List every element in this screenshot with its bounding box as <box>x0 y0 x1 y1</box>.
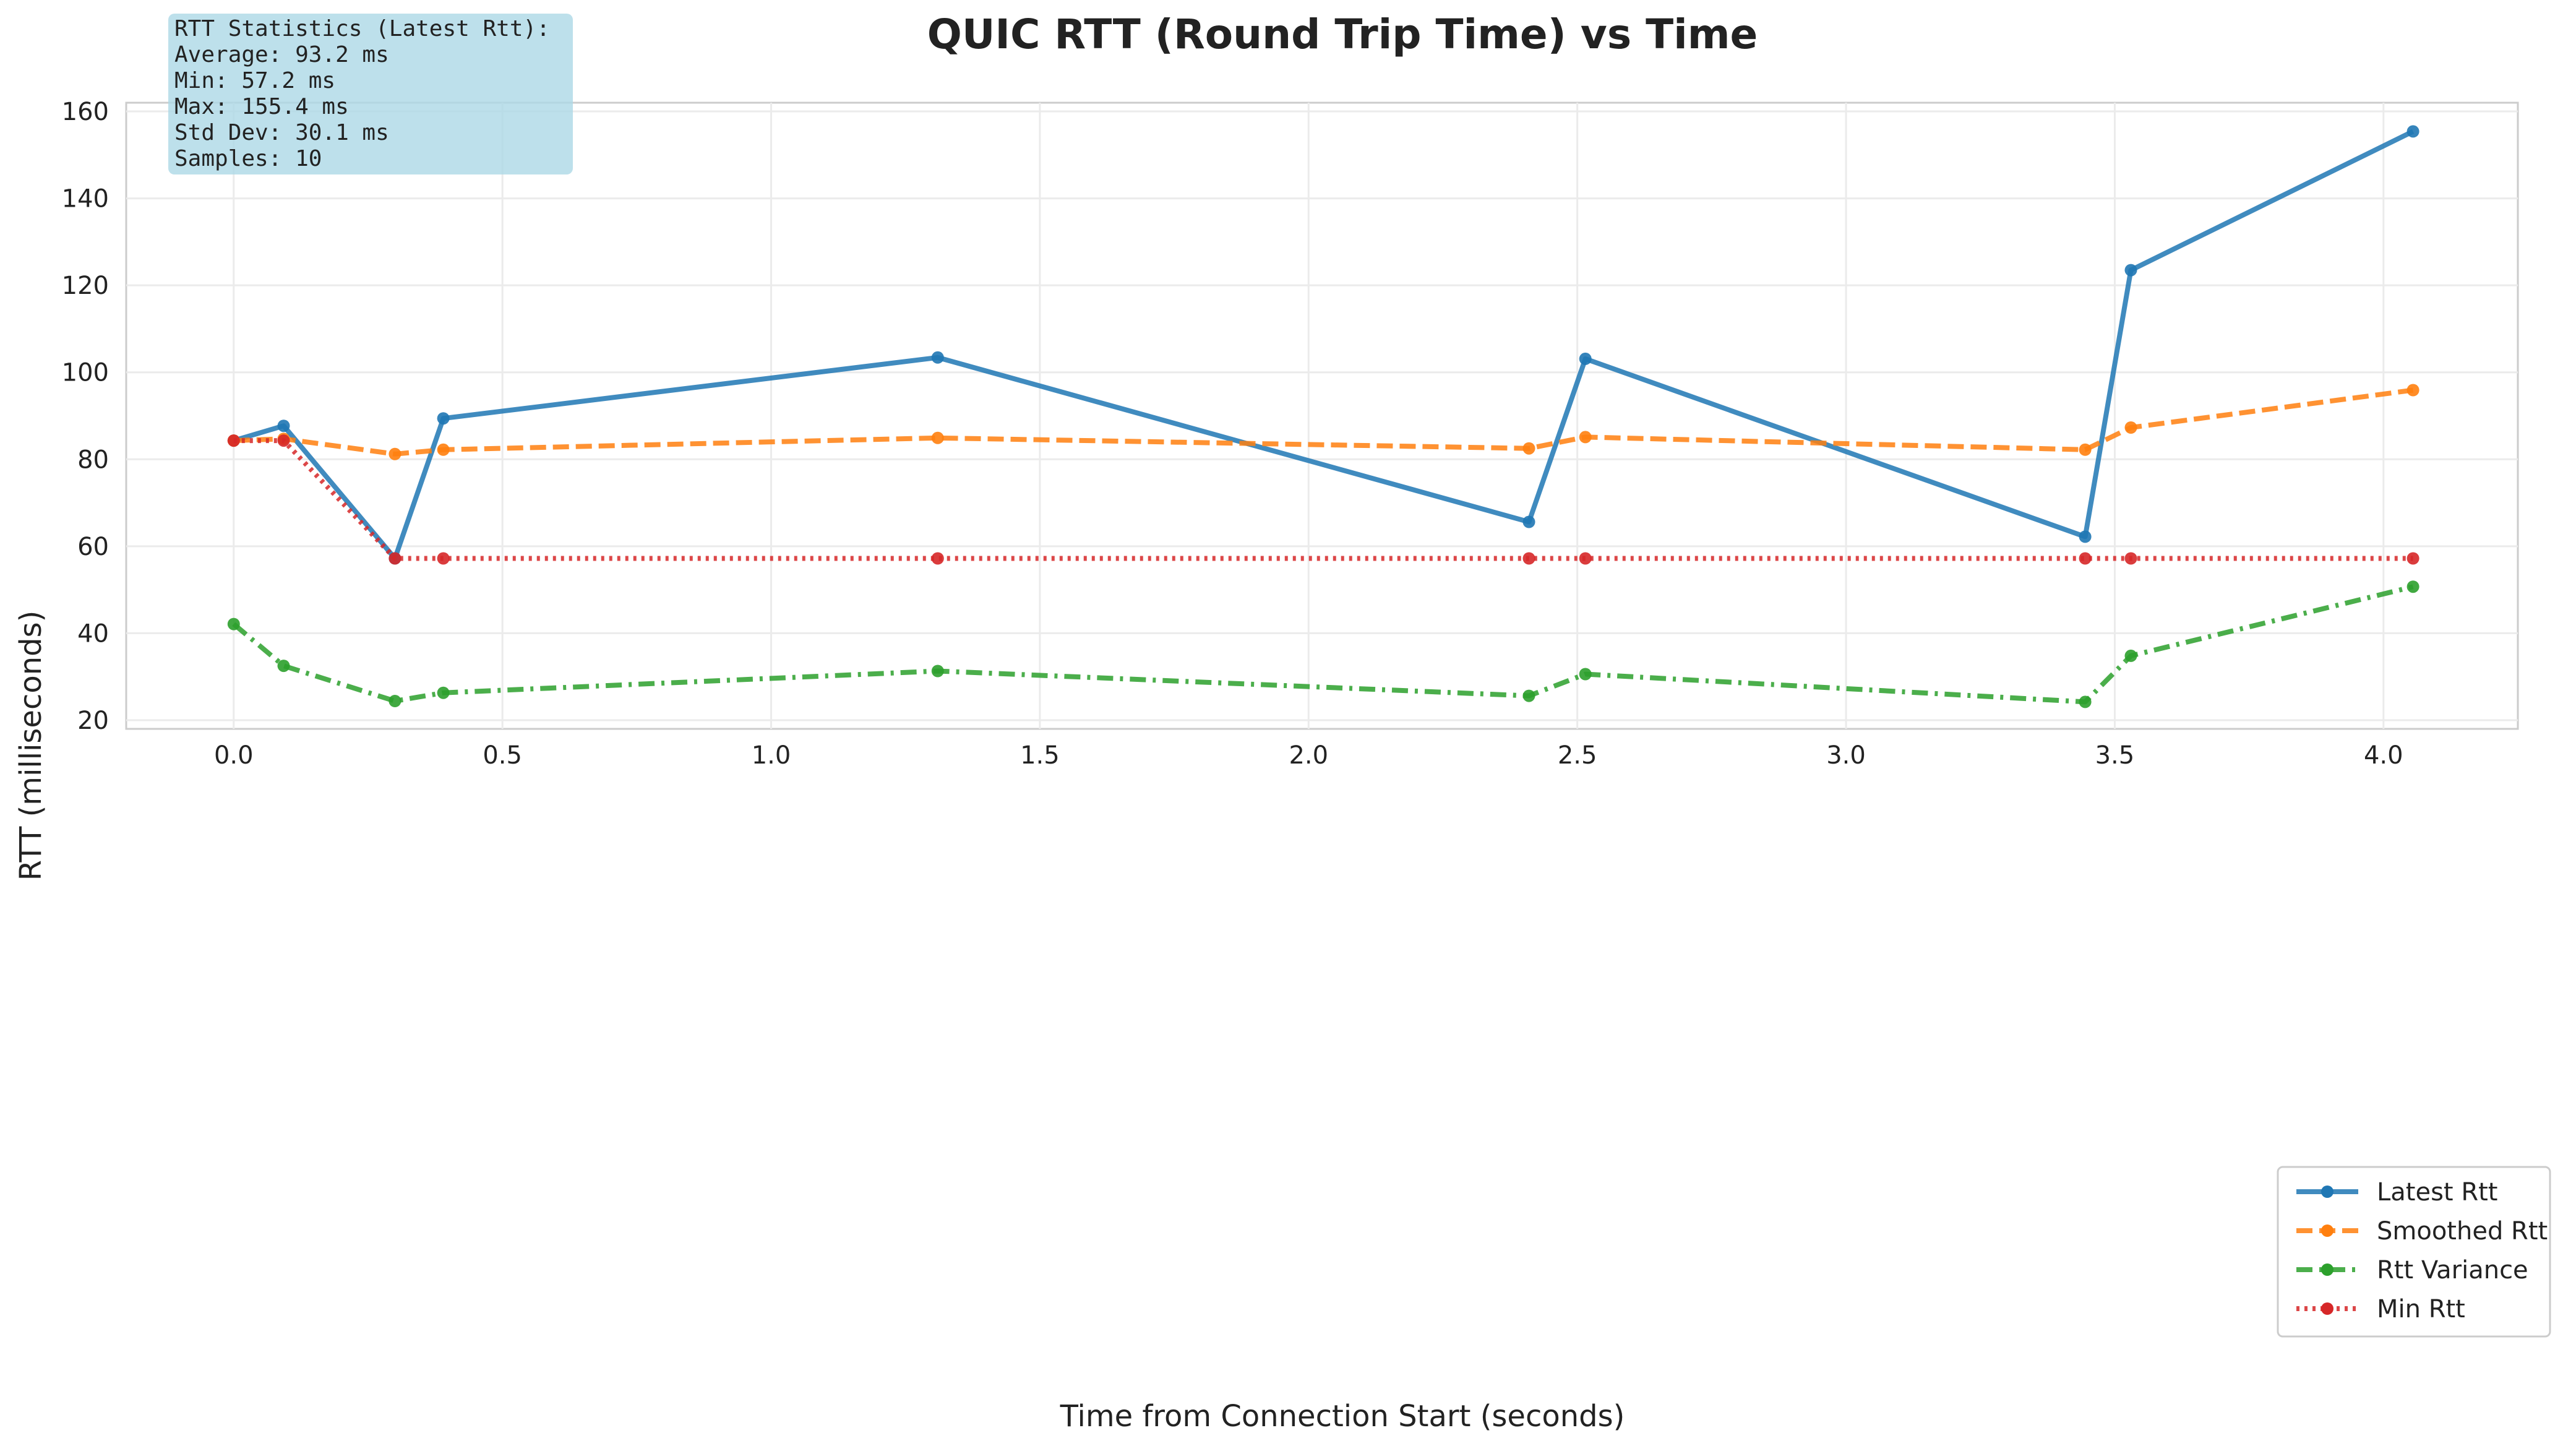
grid <box>126 103 2518 729</box>
series-layer <box>227 125 2419 708</box>
data-point <box>2406 552 2419 565</box>
data-point <box>2079 552 2092 565</box>
stats-line-samples: Samples: 10 <box>174 146 322 171</box>
data-point <box>1522 689 1535 702</box>
series-group <box>227 434 2419 565</box>
data-point <box>2124 264 2137 277</box>
legend-swatch-marker <box>2321 1224 2333 1237</box>
series-line <box>233 438 2413 561</box>
series-group <box>227 580 2419 708</box>
y-tick-label: 60 <box>77 533 109 561</box>
data-point <box>2079 443 2092 456</box>
x-tick-label: 4.0 <box>2364 741 2403 770</box>
legend: Latest Rtt Smoothed Rtt Rtt Variance Min Rt… <box>2277 1166 2551 1338</box>
y-tick-label: 140 <box>62 185 109 213</box>
data-point <box>931 431 944 444</box>
y-tick-label: 100 <box>62 359 109 387</box>
y-tick-label: 160 <box>62 98 109 126</box>
data-point <box>2124 421 2137 434</box>
stats-line-max: Max: 155.4 ms <box>174 94 349 119</box>
data-point <box>1579 552 1592 565</box>
stats-line-average: Average: 93.2 ms <box>174 42 389 67</box>
data-point <box>2406 580 2419 593</box>
stats-line-title: RTT Statistics (Latest Rtt): <box>174 16 550 41</box>
data-point <box>389 552 401 565</box>
series-line <box>232 584 2414 705</box>
legend-label: Rtt Variance <box>2377 1256 2528 1285</box>
data-point <box>437 412 450 425</box>
data-point <box>1579 668 1592 681</box>
x-tick-label: 2.5 <box>1558 741 1597 770</box>
x-tick-label: 0.0 <box>214 741 254 770</box>
data-point <box>931 665 944 678</box>
stats-line-std-dev: Std Dev: 30.1 ms <box>174 120 389 145</box>
tick-labels: 0.0 0.5 1.0 1.5 2.0 2.5 3.0 3.5 4.0 20 40 60 80 100 12… <box>62 98 2403 770</box>
y-tick-label: 80 <box>77 445 109 474</box>
y-tick-label: 40 <box>77 619 109 648</box>
plot-area <box>125 101 2519 730</box>
stats-box: RTT Statistics (Latest Rtt): Average: 93… <box>168 14 573 174</box>
data-point <box>437 686 450 699</box>
data-point <box>277 660 290 673</box>
stats-line-min: Min: 57.2 ms <box>174 68 335 93</box>
series-line <box>233 387 2414 457</box>
legend-label: Smoothed Rtt <box>2377 1217 2548 1246</box>
data-point <box>1579 352 1592 365</box>
x-axis-label: Time from Connection Start (seconds) <box>1060 1399 1625 1434</box>
data-point <box>2406 384 2419 397</box>
legend-swatch-marker <box>2321 1186 2333 1198</box>
x-tick-label: 2.0 <box>1289 741 1328 770</box>
data-point <box>227 618 240 630</box>
legend-item: Latest Rtt <box>2296 1178 2498 1207</box>
data-point <box>1522 515 1535 528</box>
legend-item: Smoothed Rtt <box>2296 1217 2548 1246</box>
data-point <box>437 443 450 456</box>
x-tick-label: 1.0 <box>752 741 791 770</box>
data-point <box>1522 442 1535 455</box>
legend-label: Min Rtt <box>2377 1295 2465 1323</box>
x-tick-label: 0.5 <box>483 741 522 770</box>
data-point <box>2124 649 2137 662</box>
legend-swatch-marker <box>2321 1302 2333 1315</box>
data-point <box>227 434 240 447</box>
y-axis-label: RTT (milliseconds) <box>14 611 48 881</box>
stats-box-background <box>168 14 573 174</box>
y-tick-label: 120 <box>62 272 109 300</box>
x-tick-label: 1.5 <box>1020 741 1060 770</box>
data-point <box>931 552 944 565</box>
legend-box <box>2277 1166 2551 1338</box>
data-point <box>1579 431 1592 444</box>
y-tick-label: 20 <box>77 707 109 735</box>
chart-title: QUIC RTT (Round Trip Time) vs Time <box>927 11 1758 58</box>
data-point <box>277 434 290 447</box>
data-point <box>277 420 290 433</box>
legend-item: Min Rtt <box>2296 1295 2465 1323</box>
data-point <box>2079 695 2092 708</box>
data-point <box>389 695 401 707</box>
legend-items: Latest Rtt Smoothed Rtt Rtt Variance Min Rt… <box>2296 1178 2548 1323</box>
data-point <box>931 351 944 364</box>
legend-label: Latest Rtt <box>2377 1178 2498 1207</box>
data-point <box>389 447 401 460</box>
x-tick-label: 3.0 <box>1826 741 1866 770</box>
data-point <box>1522 552 1535 565</box>
data-point <box>437 552 450 565</box>
series-line <box>233 129 2415 561</box>
legend-swatch-marker <box>2321 1263 2333 1276</box>
x-tick-label: 3.5 <box>2095 741 2135 770</box>
legend-item: Rtt Variance <box>2296 1256 2528 1285</box>
data-point <box>2406 125 2419 138</box>
data-point <box>2079 530 2092 543</box>
data-point <box>2124 552 2137 565</box>
